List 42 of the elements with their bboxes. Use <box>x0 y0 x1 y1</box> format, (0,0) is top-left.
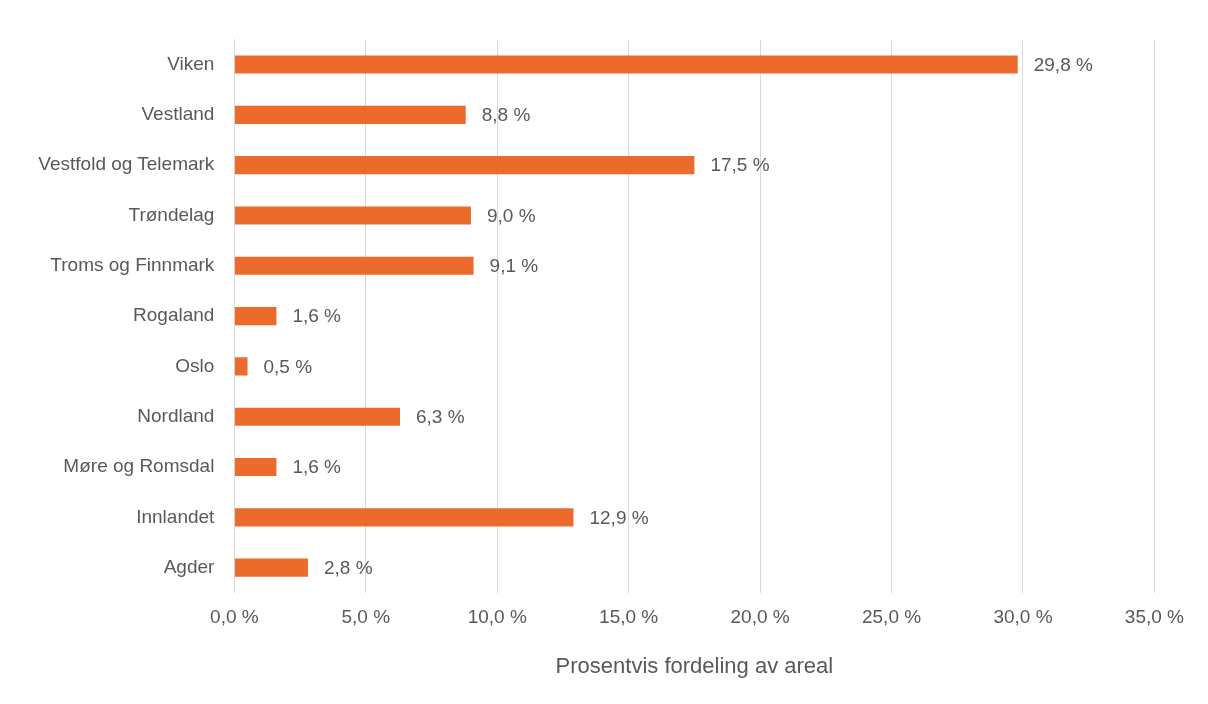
x-tick-label: 20,0 % <box>730 606 790 628</box>
x-tick-label: 30,0 % <box>993 606 1053 628</box>
bar <box>234 105 466 124</box>
data-label: 1,6 % <box>292 456 342 478</box>
bar <box>234 357 248 376</box>
data-label: 2,8 % <box>323 556 373 578</box>
data-label: 6,3 % <box>415 405 465 427</box>
bar <box>234 558 308 577</box>
y-tick-label: Vestland <box>141 103 215 125</box>
data-label: 17,5 % <box>710 154 770 176</box>
bar <box>234 307 277 326</box>
data-label: 1,6 % <box>292 305 342 327</box>
data-label: 0,5 % <box>263 355 313 377</box>
x-tick-label: 25,0 % <box>861 606 922 628</box>
y-tick-label: Møre og Romsdal <box>63 455 215 477</box>
y-tick-label: Vestfold og Telemark <box>38 153 215 175</box>
x-tick-label: 0,0 % <box>210 606 259 628</box>
data-label: 9,1 % <box>489 255 539 277</box>
y-tick-label: Agder <box>163 555 216 577</box>
y-tick-label: Rogaland <box>133 304 215 326</box>
bar <box>234 256 474 275</box>
bar <box>234 508 574 527</box>
data-label: 29,8 % <box>1033 53 1093 75</box>
x-tick-label: 35,0 % <box>1124 606 1185 628</box>
x-tick-label: 15,0 % <box>599 606 659 628</box>
bar <box>234 156 695 175</box>
bar <box>234 407 400 426</box>
y-tick-label: Troms og Finnmark <box>50 254 215 276</box>
y-tick-label: Trøndelag <box>128 203 215 225</box>
y-tick-label: Nordland <box>137 404 215 426</box>
y-tick-label: Oslo <box>175 354 215 376</box>
data-label: 9,0 % <box>486 204 536 226</box>
bar <box>234 206 471 225</box>
x-tick-label: 5,0 % <box>341 606 391 628</box>
x-tick-label: 10,0 % <box>467 606 527 628</box>
data-label: 12,9 % <box>589 506 649 528</box>
y-tick-label: Viken <box>167 52 215 74</box>
bar <box>234 457 277 477</box>
bar <box>234 55 1018 74</box>
x-axis-title: Prosentvis fordeling av areal <box>555 652 834 678</box>
y-tick-label: Innlandet <box>136 505 216 527</box>
data-label: 8,8 % <box>481 104 531 126</box>
